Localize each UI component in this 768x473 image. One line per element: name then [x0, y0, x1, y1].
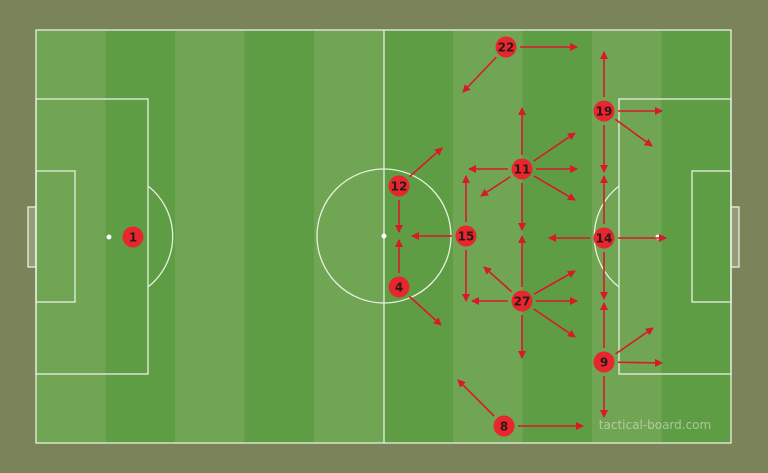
player-circle	[593, 227, 615, 249]
pitch-stripe	[36, 30, 106, 443]
player-marker[interactable]: 22	[495, 36, 517, 58]
movement-arrow	[615, 327, 654, 355]
player-marker[interactable]: 15	[455, 225, 477, 247]
center-spot	[381, 233, 387, 239]
player-marker[interactable]: 19	[593, 100, 615, 122]
player-circle	[122, 226, 144, 248]
pitch-stripe	[175, 30, 245, 443]
pitch-stripe	[244, 30, 315, 443]
player-circle	[593, 351, 615, 373]
player-number: 27	[514, 295, 531, 309]
left-penalty-spot	[106, 234, 112, 240]
movement-arrow	[617, 358, 663, 367]
left-penalty-arc	[147, 185, 174, 288]
player-circle	[388, 276, 410, 298]
player-marker[interactable]: 27	[511, 290, 533, 312]
movement-arrow	[614, 118, 653, 147]
movement-arrow	[457, 379, 495, 417]
player-circle	[511, 158, 533, 180]
movement-arrow	[533, 175, 576, 201]
player-number: 15	[458, 230, 475, 244]
player-number: 12	[391, 180, 408, 194]
player-number: 11	[514, 163, 531, 177]
pitch-stripe	[522, 30, 593, 443]
movement-arrow	[533, 270, 576, 295]
movement-arrow	[408, 147, 443, 178]
movement-arrow	[462, 56, 497, 93]
player-number: 14	[596, 232, 613, 246]
watermark: tactical-board.com	[599, 418, 711, 432]
player-circle	[388, 175, 410, 197]
player-marker[interactable]: 12	[388, 175, 410, 197]
player-number: 22	[498, 41, 515, 55]
player-marker[interactable]: 8	[493, 415, 515, 437]
player-marker[interactable]: 14	[593, 227, 615, 249]
player-circle	[511, 290, 533, 312]
movement-arrow	[480, 176, 511, 197]
player-marker[interactable]: 4	[388, 276, 410, 298]
right-goal	[730, 206, 740, 268]
pitch-stripe	[314, 30, 384, 443]
player-circle	[455, 225, 477, 247]
movement-arrow	[533, 308, 576, 338]
player-number: 8	[500, 420, 508, 434]
player-circle	[493, 415, 515, 437]
player-number: 19	[596, 105, 613, 119]
player-number: 1	[129, 231, 137, 245]
left-goal	[27, 206, 37, 268]
player-marker[interactable]: 9	[593, 351, 615, 373]
player-circle	[495, 36, 517, 58]
movement-arrow	[408, 295, 442, 326]
player-marker[interactable]: 11	[511, 158, 533, 180]
player-circle	[593, 100, 615, 122]
player-marker[interactable]: 1	[122, 226, 144, 248]
player-number: 9	[600, 356, 608, 370]
player-number: 4	[395, 281, 403, 295]
movement-arrow	[483, 266, 513, 293]
pitch-stripe	[661, 30, 732, 443]
movement-arrow	[533, 132, 576, 162]
